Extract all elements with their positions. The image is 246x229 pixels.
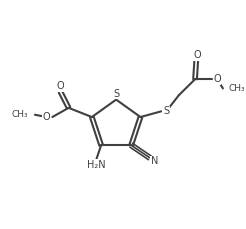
Text: CH₃: CH₃ [11, 110, 28, 119]
Text: CH₃: CH₃ [229, 84, 245, 93]
Text: H₂N: H₂N [87, 160, 106, 170]
Text: S: S [113, 89, 119, 99]
Text: O: O [43, 112, 50, 122]
Text: O: O [213, 74, 221, 84]
Text: N: N [151, 156, 158, 166]
Text: O: O [194, 50, 201, 60]
Text: O: O [57, 81, 64, 91]
Text: S: S [163, 106, 169, 116]
